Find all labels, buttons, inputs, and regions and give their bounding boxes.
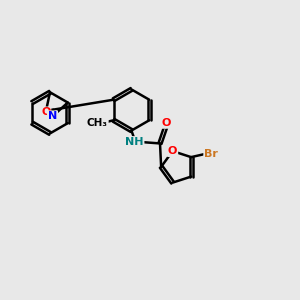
Text: NH: NH [125, 137, 143, 147]
Text: O: O [168, 146, 177, 156]
Text: N: N [48, 111, 57, 121]
Text: CH₃: CH₃ [87, 118, 108, 128]
Text: O: O [41, 107, 50, 117]
Text: Br: Br [204, 149, 218, 159]
Text: O: O [161, 118, 171, 128]
